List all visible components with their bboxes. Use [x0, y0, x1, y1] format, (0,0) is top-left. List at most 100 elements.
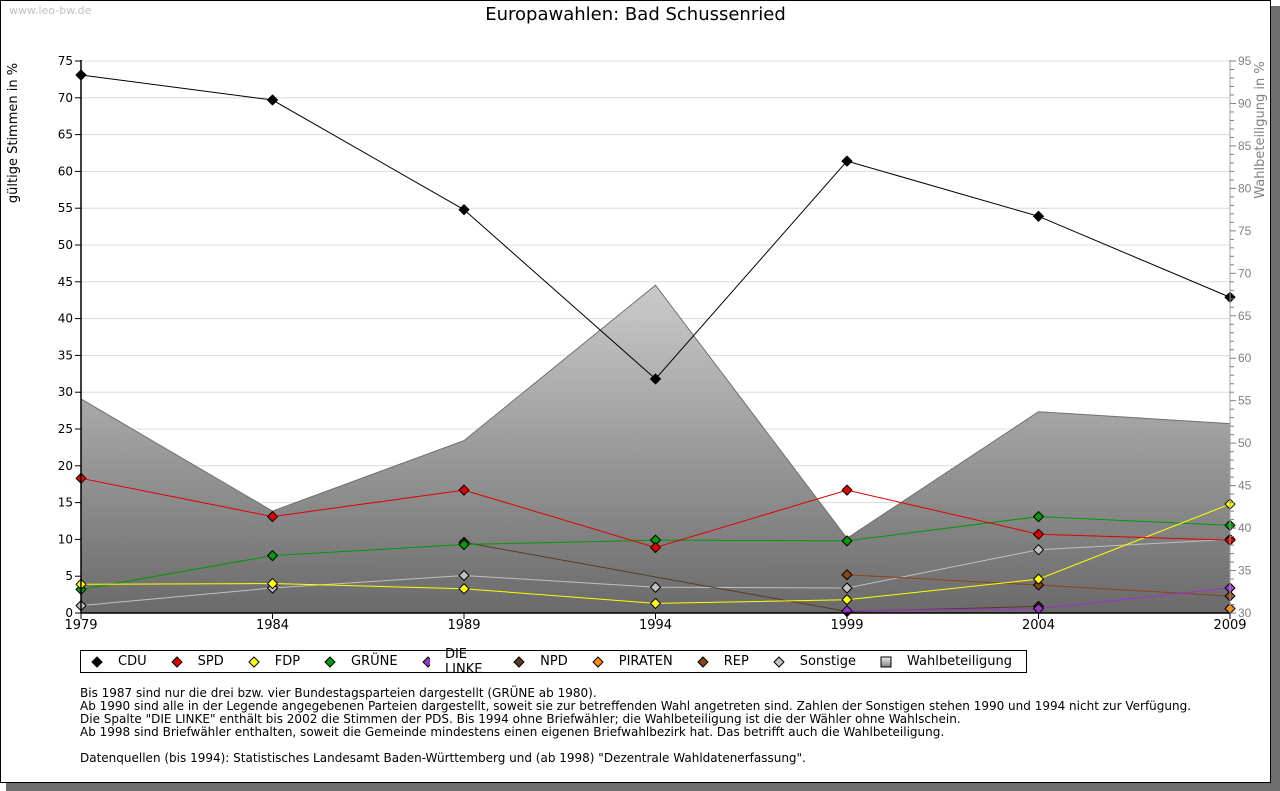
legend-diamond-icon	[248, 655, 260, 668]
frame-shadow-bottom	[6, 783, 1280, 791]
data-point	[650, 373, 661, 385]
y-tick-label: 70	[58, 91, 73, 105]
legend-label: Wahlbeteiligung	[906, 654, 1012, 669]
data-point	[267, 578, 278, 590]
notes: Bis 1987 sind nur die drei bzw. vier Bun…	[80, 687, 1191, 765]
legend-diamond-icon	[324, 655, 336, 668]
legend-item-die-linke: DIE LINKE	[421, 646, 490, 677]
data-point	[267, 511, 278, 523]
turnout-area	[80, 284, 1231, 613]
legend-item-cdu: CDU	[91, 654, 147, 669]
chart-plot: 0 5 10 15 20 25 30 35 40 45 50 55 60 65 70 75 30 35 40 45 50…	[6, 54, 1268, 633]
legend-diamond-icon	[170, 655, 183, 668]
x-tick-label: 1994	[639, 618, 672, 633]
y2-tick-label: 85	[1238, 139, 1252, 153]
data-point	[458, 583, 470, 595]
legend-label: REP	[723, 654, 749, 669]
legend-item-grüne: GRÜNE	[324, 654, 398, 669]
y-axis-label: gültige Stimmen in %	[6, 63, 21, 203]
legend-item-piraten: PIRATEN	[592, 654, 673, 669]
data-point	[1033, 573, 1044, 585]
x-tick-label: 1999	[830, 618, 863, 633]
y2-tick-label: 80	[1238, 181, 1252, 195]
data-point	[1033, 511, 1044, 523]
x-tick-label: 2004	[1022, 618, 1055, 633]
legend-square-icon	[880, 656, 892, 667]
data-point	[650, 597, 661, 609]
y-tick-label: 60	[58, 164, 73, 178]
legend-label: FDP	[274, 654, 301, 669]
note-line: Ab 1990 sind alle in der Legende angegeb…	[80, 699, 1192, 713]
legend-diamond-icon	[696, 655, 709, 668]
turnout-area-fill	[81, 285, 1230, 613]
y-tick-label: 45	[58, 275, 73, 289]
data-point	[458, 539, 470, 551]
note-line: Die Spalte "DIE LINKE" enthält bis 2002 …	[80, 712, 961, 726]
data-point	[1033, 210, 1044, 222]
legend-label: CDU	[118, 654, 147, 669]
y-tick-label: 0	[65, 606, 73, 620]
x-tick-label: 1984	[256, 618, 289, 633]
y2-tick-label: 90	[1238, 96, 1252, 110]
y2-tick-label: 60	[1238, 351, 1252, 365]
y2-tick-label: 65	[1238, 309, 1252, 323]
legend-label: SPD	[197, 654, 224, 669]
data-point	[841, 582, 853, 594]
data-point	[267, 550, 278, 562]
data-point	[267, 94, 278, 106]
y-tick-label: 20	[58, 459, 73, 473]
y-tick-label: 50	[58, 238, 73, 252]
data-point	[841, 155, 853, 167]
y2-tick-label: 70	[1238, 266, 1252, 280]
y2-tick-label: 35	[1238, 564, 1252, 578]
legend-label: PIRATEN	[618, 654, 673, 669]
x-tick-label: 2009	[1213, 618, 1246, 633]
data-point	[841, 484, 853, 496]
watermark: www.leo-bw.de	[9, 4, 92, 17]
y2-tick-label: 55	[1238, 394, 1252, 408]
y-tick-label: 65	[58, 128, 73, 142]
data-point	[1033, 579, 1044, 591]
note-line: Bis 1987 sind nur die drei bzw. vier Bun…	[80, 686, 597, 700]
data-point	[458, 484, 470, 496]
y-tick-label: 75	[58, 54, 73, 68]
y-tick-label: 30	[58, 385, 73, 399]
y2-tick-label: 30	[1238, 606, 1252, 620]
legend-item-spd: SPD	[170, 654, 224, 669]
legend-diamond-icon	[91, 655, 103, 668]
x-tick-label: 1979	[64, 618, 97, 633]
legend-label: NPD	[540, 654, 568, 669]
legend-item-rep: REP	[696, 654, 749, 669]
legend-item-wahlbeteiligung: Wahlbeteiligung	[880, 654, 1012, 669]
y-tick-label: 40	[58, 312, 73, 326]
note-line: Ab 1998 sind Briefwähler enthalten, sowe…	[80, 725, 945, 739]
y2-tick-label: 50	[1238, 436, 1252, 450]
y-tick-label: 5	[65, 569, 73, 583]
y-tick-label: 15	[58, 496, 73, 510]
data-point	[841, 594, 853, 606]
frame-shadow-right	[1271, 6, 1280, 791]
legend-diamond-icon	[513, 655, 525, 668]
data-point	[1033, 528, 1044, 540]
y-tick-label: 25	[58, 422, 73, 436]
y2-axis-label: Wahlbeteiligung in %	[1253, 61, 1268, 198]
data-point	[650, 541, 661, 553]
y-tick-label: 55	[58, 201, 73, 215]
x-tick-label: 1989	[447, 618, 480, 633]
legend-label: DIE LINKE	[444, 646, 483, 677]
data-point	[1033, 544, 1044, 556]
axes: 0 5 10 15 20 25 30 35 40 45 50 55 60 65 70 75 30 35 40 45 50…	[58, 54, 1252, 633]
y-tick-label: 35	[58, 348, 73, 362]
y2-tick-label: 95	[1238, 54, 1252, 68]
legend: CDU SPD FDP GRÜNE DIE LINKE NPD PIRATEN REP Sons…	[80, 647, 1027, 677]
legend-item-npd: NPD	[513, 654, 568, 669]
data-point	[841, 535, 853, 547]
data-point	[458, 569, 470, 581]
legend-label: Sonstige	[799, 654, 856, 669]
chart-title: Europawahlen: Bad Schussenried	[485, 4, 786, 25]
y2-tick-label: 40	[1238, 521, 1252, 535]
legend-diamond-icon	[421, 655, 430, 668]
legend-item-sonstige: Sonstige	[773, 654, 856, 669]
data-point	[841, 569, 853, 581]
source-line: Datenquellen (bis 1994): Statistisches L…	[80, 751, 806, 765]
